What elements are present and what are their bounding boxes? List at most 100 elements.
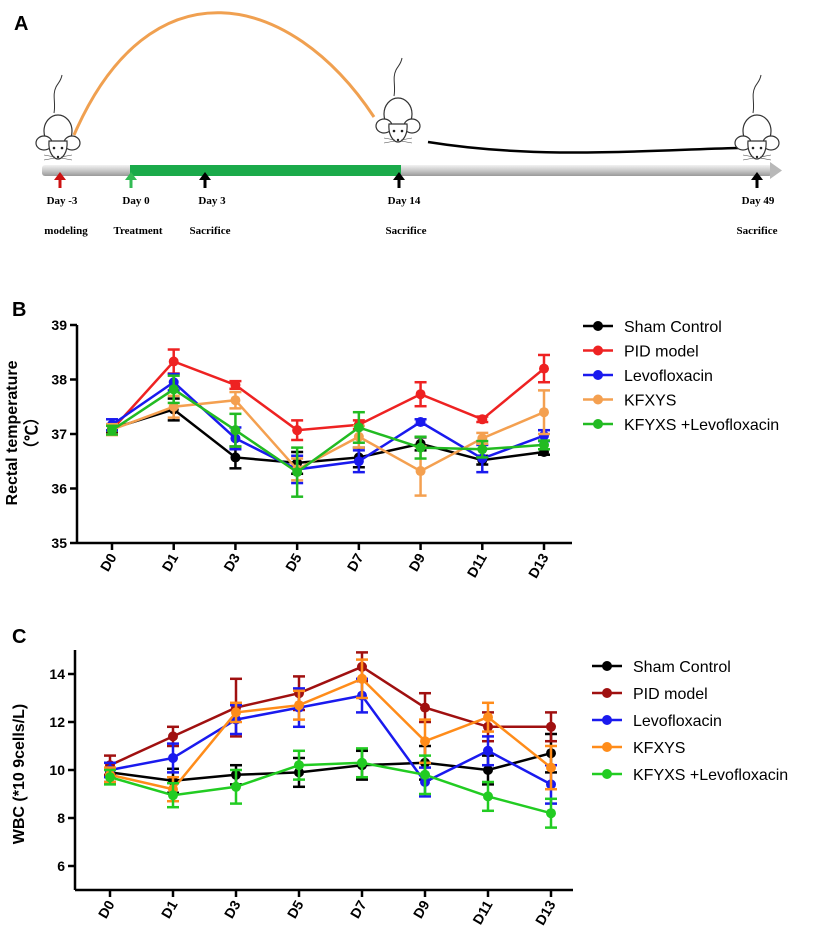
x-tick-label: D7 (344, 550, 367, 574)
arrow-sacrifice-icon (751, 172, 763, 188)
y-tick-label: 39 (51, 317, 67, 333)
x-tick-label: D1 (159, 550, 182, 574)
data-point (230, 452, 241, 463)
data-point (353, 456, 364, 467)
data-point (353, 422, 364, 433)
data-point (292, 467, 303, 478)
x-tick-label: D9 (410, 897, 433, 921)
panel-label-b: B (12, 299, 26, 321)
arrow-sacrifice-icon (199, 172, 211, 188)
data-point (168, 753, 178, 763)
data-point (168, 401, 179, 412)
chart-rectal-temperature: 35 36 37 38 39 D0 D1 D3 D5 D7 D9 D11 D13 Rectal tempe… (4, 317, 779, 581)
series-pid-model (106, 348, 550, 442)
data-point (483, 712, 493, 723)
data-point (477, 414, 488, 425)
x-tick-label: D0 (97, 550, 120, 574)
data-point (539, 407, 549, 418)
legend-label: KFXYS (624, 393, 676, 410)
legend-label: PID model (633, 686, 708, 703)
y-tick-label: 35 (51, 535, 67, 551)
series-line (111, 387, 545, 474)
data-point (483, 765, 493, 775)
data-point (415, 417, 426, 428)
data-point (477, 444, 488, 455)
legend-label: KFXYS (633, 740, 685, 757)
series-levofloxacin (106, 372, 550, 485)
data-point (168, 356, 179, 367)
legend-marker (593, 370, 603, 380)
x-tick-label: D1 (158, 897, 181, 921)
data-point (357, 673, 367, 684)
data-point (357, 757, 367, 768)
timeline-event-label: Sacrifice (190, 225, 231, 237)
data-point (292, 425, 303, 436)
arrow-modeling-icon (54, 172, 66, 188)
y-tick-label: 37 (51, 426, 67, 442)
legend-marker (593, 394, 603, 405)
series-line (111, 380, 545, 471)
legend-label: PID model (624, 344, 699, 361)
series-line (111, 408, 545, 465)
timeline-day-label: Day 3 (198, 195, 226, 207)
x-tick-label: D11 (464, 550, 490, 580)
data-point (230, 395, 241, 406)
curve-down (427, 140, 739, 154)
data-point (168, 384, 179, 395)
timeline-day-label: Day 14 (388, 195, 421, 207)
data-point (539, 363, 549, 374)
data-point (546, 808, 556, 819)
curve-up (72, 11, 376, 136)
data-point (420, 702, 430, 713)
mouse-icon (734, 74, 780, 161)
x-tick-label: D11 (469, 897, 495, 927)
timeline: Day -3 Day 0 Day 3 Day 14 Day 49 modelin… (35, 11, 782, 237)
data-point (415, 442, 426, 453)
x-tick-label: D0 (95, 897, 118, 921)
y-tick-label: 14 (49, 666, 65, 682)
series-line (111, 360, 545, 432)
y-tick-label: 10 (49, 762, 65, 778)
legend-label: Sham Control (624, 319, 722, 336)
series-line (109, 665, 551, 767)
y-tick-label: 6 (57, 858, 65, 874)
x-tick-label: D13 (525, 550, 552, 580)
legend-marker (602, 715, 612, 725)
series-kfxys (104, 658, 557, 803)
x-tick-label: D5 (282, 550, 305, 574)
data-point (546, 762, 556, 773)
data-point (483, 791, 493, 802)
y-axis-title: Rectal temperature (4, 360, 21, 505)
timeline-event-label: modeling (44, 225, 88, 237)
arrow-treatment-icon (125, 172, 137, 188)
data-point (168, 731, 178, 742)
legend-marker (593, 345, 603, 356)
y-axis-title: WBC (*10 9cells/L) (11, 704, 28, 844)
arrow-sacrifice-icon (393, 172, 405, 188)
timeline-day-label: Day -3 (47, 195, 78, 207)
data-point (415, 466, 426, 477)
data-point (107, 425, 117, 436)
legend-label: Sham Control (633, 659, 731, 676)
data-point (231, 781, 241, 792)
data-point (105, 772, 115, 783)
x-tick-label: D9 (405, 550, 428, 574)
data-point (294, 700, 304, 711)
series-line (109, 694, 552, 786)
data-point (294, 760, 304, 771)
mouse-icon (375, 57, 421, 144)
series-line (111, 398, 545, 473)
legend-marker (593, 321, 603, 331)
x-tick-label: D5 (284, 897, 307, 921)
chart-wbc: 6 8 10 12 14 D0 D1 D3 D5 D7 D9 D11 D13 WBC (*10 9cell… (11, 650, 788, 928)
legend-label: KFYXS +Levofloxacin (633, 767, 788, 784)
data-point (168, 790, 178, 801)
series-line (109, 761, 552, 815)
timeline-day-label: Day 49 (742, 195, 775, 207)
timeline-bar-arrowhead (770, 162, 782, 179)
timeline-day-label: Day 0 (122, 195, 150, 207)
x-tick-label: D7 (347, 897, 370, 921)
panel-label-a: A (14, 13, 28, 35)
y-tick-label: 36 (51, 481, 67, 497)
